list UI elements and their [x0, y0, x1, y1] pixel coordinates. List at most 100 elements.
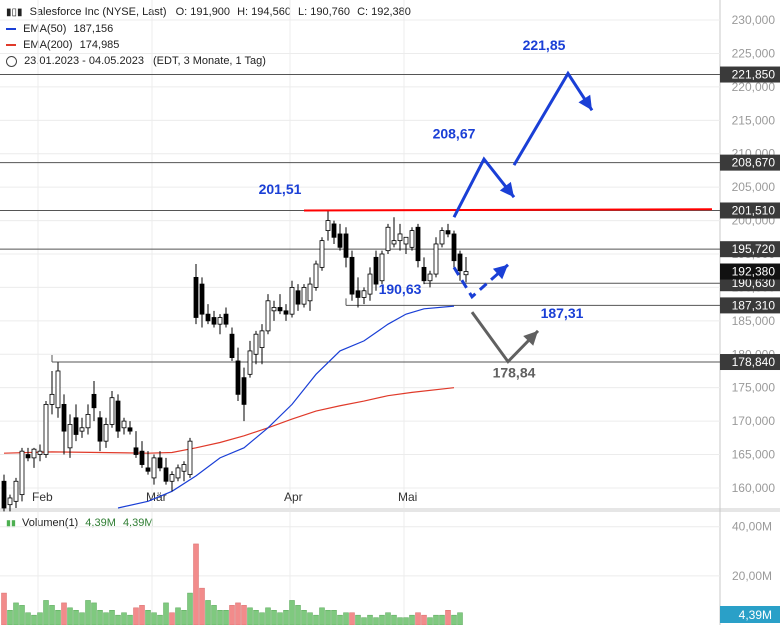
candle-body: [31, 448, 37, 459]
ema200-legend[interactable]: EMA(200) 174,985: [6, 39, 119, 51]
candle-body: [463, 271, 469, 276]
candle-body: [25, 454, 31, 459]
volume-bar: [391, 614, 397, 625]
volume-bar: [157, 614, 163, 625]
arrow-head: [499, 181, 514, 198]
clock-icon: [6, 55, 17, 67]
x-tick-label: Mai: [398, 490, 417, 504]
volume-bar: [7, 610, 13, 625]
volume-bar: [187, 592, 193, 625]
volume-bar: [397, 617, 403, 625]
chart-type-icon[interactable]: ▮▯▮: [6, 7, 23, 18]
candle-body: [151, 457, 157, 479]
candle-body: [115, 400, 121, 432]
volume-bar: [313, 614, 319, 625]
x-tick-label: Mär: [146, 490, 167, 504]
price-annotation: 187,31: [541, 305, 584, 321]
candle-body: [109, 397, 115, 425]
open-label: O:: [175, 6, 188, 18]
candle-body: [85, 414, 91, 429]
x-tick-label: Feb: [32, 490, 53, 504]
y-tick-label: 225,000: [732, 46, 776, 60]
volume-bar: [253, 610, 259, 625]
level-badge: [720, 354, 780, 371]
candle-body: [289, 287, 295, 315]
volume-bar: [25, 612, 31, 625]
volume-bar: [61, 602, 67, 625]
candle-body: [199, 283, 205, 315]
ema50-swatch: [6, 28, 16, 31]
volume-bar: [37, 612, 43, 625]
level-label: 187,310: [732, 298, 776, 312]
candle-body: [367, 273, 373, 295]
volume-bar: [289, 600, 295, 625]
volume-bar: [325, 610, 331, 625]
volume-tick-label: 40,00M: [732, 520, 772, 534]
y-tick-label: 205,000: [732, 180, 776, 194]
volume-value-1: 4,39M: [85, 517, 116, 529]
candle-body: [295, 290, 301, 305]
level-label: 201,510: [732, 203, 776, 217]
volume-bar: [73, 610, 79, 625]
candle-body: [325, 220, 331, 232]
candle-body: [193, 276, 199, 318]
volume-bar: [19, 605, 25, 625]
candle-body: [343, 233, 349, 258]
y-tick-label: 175,000: [732, 381, 776, 395]
candle-body: [103, 424, 109, 442]
arrow-head: [492, 264, 508, 280]
volume-bar: [151, 612, 157, 625]
volume-bar: [55, 610, 61, 625]
volume-label: Volumen(1): [21, 517, 79, 529]
candle-body: [223, 313, 229, 325]
price-annotation: 221,85: [523, 37, 566, 53]
price-annotation: 178,84: [493, 365, 536, 381]
candle-body: [145, 467, 151, 472]
candle-body: [79, 427, 85, 432]
volume-bar: [373, 617, 379, 625]
volume-bar: [169, 612, 175, 625]
level-label: 221,850: [732, 68, 776, 82]
candle-body: [409, 230, 415, 248]
arrow-head: [578, 94, 592, 111]
candle-body: [373, 256, 379, 285]
y-tick-label: 215,000: [732, 113, 776, 127]
level-badge: [720, 241, 780, 258]
ema200-label: EMA(200): [23, 39, 73, 51]
volume-bar: [91, 602, 97, 625]
volume-bar: [301, 610, 307, 625]
high-label: H:: [237, 6, 249, 18]
level-badge: [720, 154, 780, 171]
ema50-legend[interactable]: EMA(50) 187,156: [6, 23, 113, 35]
volume-bar: [193, 543, 199, 625]
ema50-label: EMA(50): [23, 23, 67, 35]
candle-body: [187, 440, 193, 475]
volume-bar: [31, 614, 37, 625]
volume-bar: [13, 602, 19, 625]
candle-body: [91, 393, 97, 409]
volume-bar: [409, 614, 415, 625]
candle-body: [163, 467, 169, 482]
volume-legend: ▮▮ Volumen(1) 4,39M 4,39M: [6, 517, 154, 529]
candle-body: [307, 283, 313, 302]
close-value: 192,380: [371, 6, 411, 18]
candle-body: [73, 417, 79, 435]
candle-body: [397, 233, 403, 242]
ema50-line: [117, 305, 455, 509]
volume-bar: [181, 610, 187, 625]
y-tick-label: 230,000: [732, 13, 776, 27]
panel-separator: [0, 508, 780, 512]
volume-bar: [415, 612, 421, 625]
volume-bar: [439, 614, 445, 625]
volume-bar: [451, 614, 457, 625]
ema200-value: 174,985: [79, 39, 120, 51]
projection-arrow: [512, 70, 594, 166]
candle-body: [55, 370, 61, 409]
volume-bar: [121, 612, 127, 625]
level-label: 190,630: [732, 276, 776, 290]
candle-body: [421, 266, 427, 282]
volume-bar: [127, 614, 133, 625]
volume-bar: [109, 610, 115, 625]
candle-body: [211, 317, 217, 325]
